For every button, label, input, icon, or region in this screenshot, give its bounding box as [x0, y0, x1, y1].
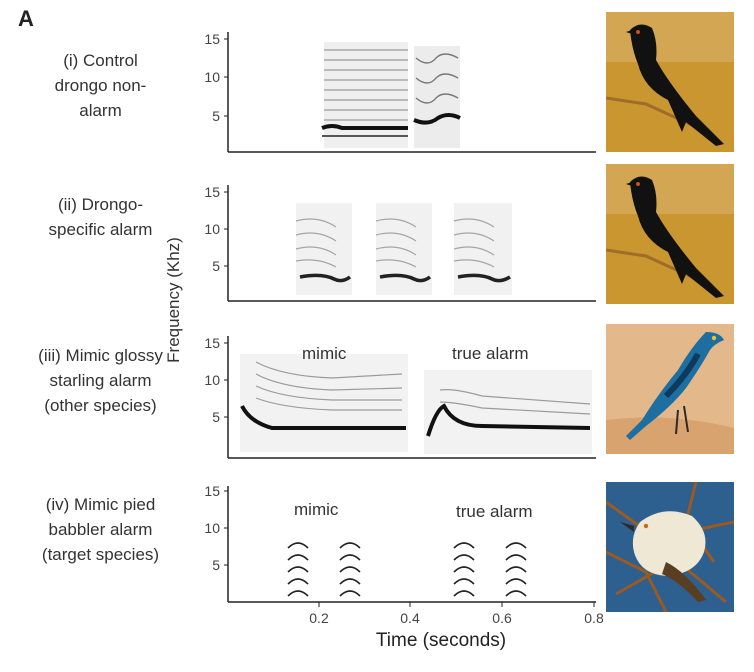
row-label-line: (target species)	[41, 545, 160, 564]
row-label-pied-babbler: (iv) Mimic pied babbler alarm (target sp…	[18, 492, 183, 567]
row-label-line: babbler alarm	[48, 520, 153, 539]
x-tick-label: 0.6	[492, 610, 512, 626]
row-label-line: (iii) Mimic glossy	[38, 346, 163, 365]
row-label-line: specific alarm	[48, 220, 153, 239]
y-axis-label: Frequency (Khz)	[164, 237, 183, 363]
y-tick-label: 15	[204, 184, 220, 200]
y-tick-label: 10	[204, 221, 220, 237]
glossy-starling-photo	[606, 324, 734, 454]
annotation-mimic: mimic	[294, 500, 339, 519]
row-label-line: alarm	[79, 101, 122, 120]
x-tick-label: 0.2	[309, 610, 329, 626]
annotation-true-alarm: true alarm	[456, 502, 533, 521]
spectrogram-pied-babbler: 15 10 5 0.2 0.4 0.6 0.8	[192, 482, 604, 632]
y-tick-label: 15	[204, 31, 220, 47]
y-tick-label: 5	[212, 258, 220, 274]
y-tick-label: 10	[204, 69, 220, 85]
y-tick-label: 15	[204, 335, 220, 351]
y-tick-label: 5	[212, 557, 220, 573]
row-label-line: starling alarm	[49, 371, 152, 390]
drongo-photo	[606, 12, 734, 152]
y-tick-label: 10	[204, 520, 220, 536]
row-label-glossy-starling: (iii) Mimic glossy starling alarm (other…	[18, 343, 183, 418]
y-tick-label: 5	[212, 108, 220, 124]
x-tick-label: 0.4	[400, 610, 420, 626]
row-label-line: (other species)	[44, 396, 157, 415]
drongo-photo	[606, 164, 734, 304]
row-label-control-nonalarm: (i) Control drongo non- alarm	[18, 48, 183, 123]
row-label-drongo-alarm: (ii) Drongo- specific alarm	[18, 192, 183, 242]
x-tick-label: 0.8	[584, 610, 604, 626]
y-tick-label: 10	[204, 372, 220, 388]
y-tick-label: 15	[204, 483, 220, 499]
spectrogram-drongo-alarm: 15 10 5	[192, 181, 604, 309]
spectrogram-control-nonalarm: 15 10 5	[192, 28, 604, 156]
annotation-mimic: mimic	[302, 344, 347, 363]
spectrogram-glossy-starling: 15 10 5	[192, 332, 604, 462]
row-label-line: drongo non-	[54, 76, 147, 95]
row-label-line: (ii) Drongo-	[57, 195, 144, 214]
x-axis-label: Time (seconds)	[375, 630, 507, 651]
row-label-line: (i) Control	[63, 51, 138, 70]
pied-babbler-photo	[606, 482, 734, 612]
panel-letter: A	[18, 6, 34, 31]
row-label-line: (iv) Mimic pied	[45, 495, 156, 514]
y-tick-label: 5	[212, 409, 220, 425]
annotation-true-alarm: true alarm	[452, 344, 529, 363]
